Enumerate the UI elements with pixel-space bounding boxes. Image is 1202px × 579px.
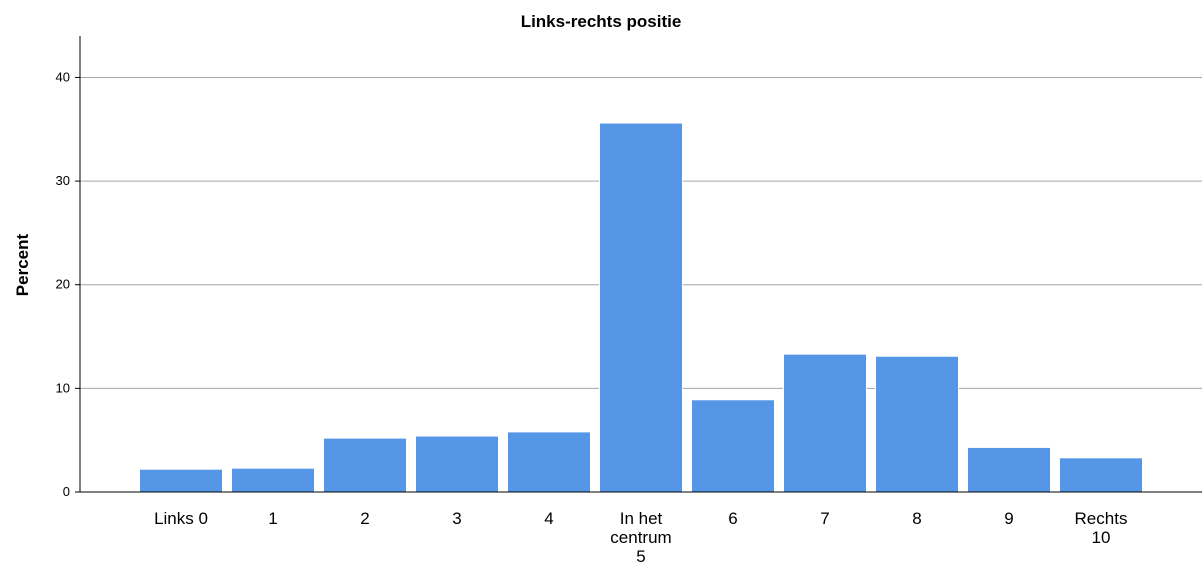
x-tick-label: 8 bbox=[912, 509, 921, 528]
bars bbox=[139, 122, 1143, 493]
x-tick-label: In het centrum 5 bbox=[610, 509, 671, 566]
x-tick-label-line: 3 bbox=[452, 509, 461, 528]
x-tick-label: 2 bbox=[360, 509, 369, 528]
y-tick-label: 40 bbox=[56, 69, 70, 84]
x-tick-label-line: 9 bbox=[1004, 509, 1013, 528]
x-tick-label-line: 7 bbox=[820, 509, 829, 528]
y-tick-label: 20 bbox=[56, 277, 70, 292]
axes bbox=[75, 36, 1202, 493]
bar bbox=[231, 467, 315, 493]
y-axis-label: Percent bbox=[13, 233, 32, 296]
x-tick-label-line: 2 bbox=[360, 509, 369, 528]
x-tick-label-line: 5 bbox=[636, 547, 645, 566]
x-tick-label: 4 bbox=[544, 509, 553, 528]
x-tick-label: 9 bbox=[1004, 509, 1013, 528]
bar bbox=[415, 435, 499, 493]
x-tick-labels: Links 0 1 2 3 4 In het centrum 5 6 7 8 9 Rechts 10 bbox=[154, 509, 1127, 566]
bar bbox=[507, 431, 591, 493]
x-tick-label-line: 1 bbox=[268, 509, 277, 528]
y-tick-label: 10 bbox=[56, 380, 70, 395]
bar bbox=[875, 355, 959, 493]
y-tick-label: 0 bbox=[63, 484, 70, 499]
x-tick-label-line: In het bbox=[620, 509, 663, 528]
x-tick-label: 3 bbox=[452, 509, 461, 528]
x-tick-label-line: centrum bbox=[610, 528, 671, 547]
bar bbox=[1059, 457, 1143, 493]
x-tick-label: Rechts 10 bbox=[1075, 509, 1128, 547]
y-tick-label: 30 bbox=[56, 173, 70, 188]
x-tick-label: Links 0 bbox=[154, 509, 208, 528]
x-tick-label-line: 10 bbox=[1092, 528, 1111, 547]
bar bbox=[323, 437, 407, 493]
bar bbox=[783, 353, 867, 493]
bar bbox=[599, 122, 683, 493]
bar bbox=[691, 399, 775, 493]
x-tick-label: 1 bbox=[268, 509, 277, 528]
x-tick-label-line: Rechts bbox=[1075, 509, 1128, 528]
bar bbox=[139, 468, 223, 493]
x-tick-label: 6 bbox=[728, 509, 737, 528]
x-tick-label-line: 4 bbox=[544, 509, 553, 528]
x-tick-label-line: 6 bbox=[728, 509, 737, 528]
x-tick-label-line: Links 0 bbox=[154, 509, 208, 528]
x-tick-label-line: 8 bbox=[912, 509, 921, 528]
y-tick-labels: 0 10 20 30 40 bbox=[56, 69, 70, 499]
chart-title: Links-rechts positie bbox=[521, 12, 682, 31]
x-tick-label: 7 bbox=[820, 509, 829, 528]
bar bbox=[967, 446, 1051, 493]
